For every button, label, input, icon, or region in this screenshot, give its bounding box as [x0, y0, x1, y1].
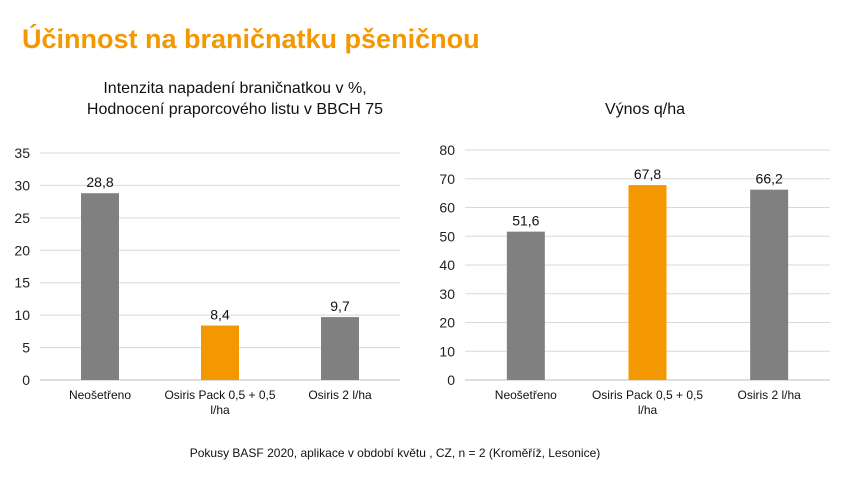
chart-1-category-label: Osiris Pack 0,5 + 0,5 — [164, 388, 275, 402]
chart-1-category-label: Neošetřeno — [69, 388, 131, 402]
chart-2-y-tick-label: 60 — [439, 200, 455, 216]
chart-2-data-label: 51,6 — [512, 213, 539, 229]
chart-1-data-label: 9,7 — [330, 298, 350, 314]
chart-1-bar — [201, 325, 239, 380]
chart-1-bar — [81, 193, 119, 380]
chart-2-y-tick-label: 80 — [439, 142, 455, 158]
chart-1-y-tick-label: 25 — [14, 210, 30, 226]
chart-2-category-label: l/ha — [638, 403, 658, 417]
chart-2-category-label: Neošetřeno — [495, 388, 557, 402]
chart-2-y-tick-label: 20 — [439, 315, 455, 331]
chart-1-y-tick-label: 35 — [14, 145, 30, 161]
chart-1-title-line-2: Hodnocení praporcového listu v BBCH 75 — [86, 101, 384, 118]
chart-2-y-tick-label: 70 — [439, 171, 455, 187]
chart-2-y-tick-label: 50 — [439, 228, 455, 244]
chart-2-y-tick-label: 0 — [447, 372, 455, 388]
chart-1-data-label: 8,4 — [210, 307, 230, 323]
chart-2-category-label: Osiris 2 l/ha — [737, 388, 801, 402]
chart-2-data-label: 67,8 — [634, 166, 661, 182]
chart-1-y-tick-label: 30 — [14, 177, 30, 193]
chart-1-y-tick-label: 10 — [14, 307, 30, 323]
chart-1-y-tick-label: 5 — [22, 340, 30, 356]
chart-1-y-tick-label: 20 — [14, 242, 30, 258]
chart-2-y-tick-label: 10 — [439, 343, 455, 359]
chart-1-data-label: 28,8 — [86, 174, 113, 190]
chart-2-data-label: 66,2 — [756, 171, 783, 187]
footer-note: Pokusy BASF 2020, aplikace v období květ… — [189, 446, 601, 460]
chart-2-bar — [750, 189, 789, 380]
chart-2-category-label: Osiris Pack 0,5 + 0,5 — [592, 388, 703, 402]
chart-1-title: Intenzita napadení braničnatkou v %, Hod… — [30, 78, 440, 120]
chart-1-y-tick-label: 0 — [22, 372, 30, 388]
chart-2-bar — [628, 185, 667, 380]
chart-2-y-tick-label: 30 — [439, 286, 455, 302]
chart-2-y-tick-label: 40 — [439, 257, 455, 273]
chart-2-bar — [506, 231, 545, 380]
chart-1-y-tick-label: 15 — [14, 275, 30, 291]
chart-1-category-label: Osiris 2 l/ha — [308, 388, 372, 402]
slide-title: Účinnost na braničnatku pšeničnou — [22, 24, 480, 54]
chart-2-title: Výnos q/ha — [445, 99, 845, 120]
chart-1-category-label: l/ha — [210, 403, 230, 417]
chart-1-title-line-1: Intenzita napadení braničnatkou v %, — [103, 80, 367, 97]
chart-2-title-line-1: Výnos q/ha — [604, 101, 686, 118]
chart-1-bar — [321, 317, 359, 380]
